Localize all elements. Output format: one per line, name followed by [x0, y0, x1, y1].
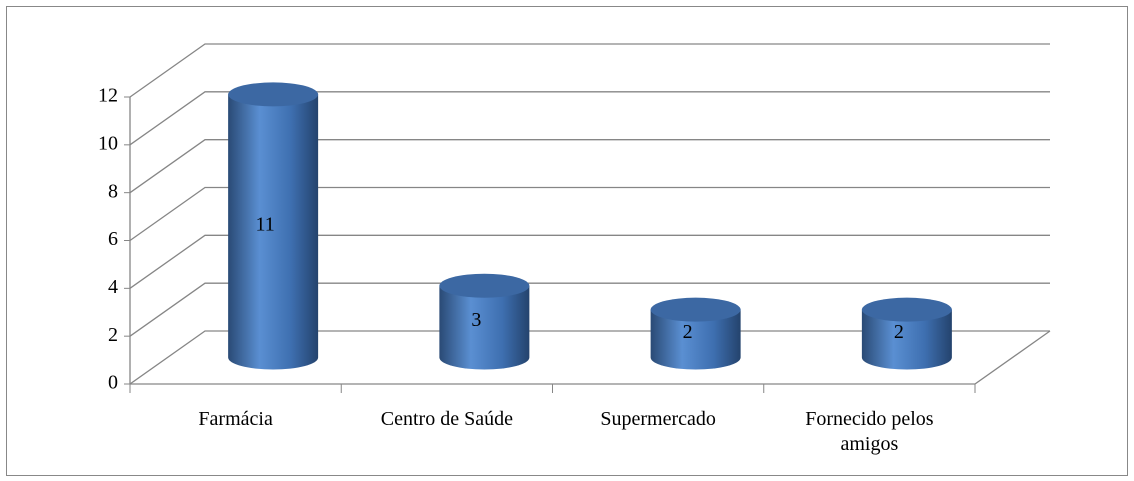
value-label: 3: [471, 309, 481, 331]
y-tick-label: 0: [108, 372, 118, 394]
bar: [861, 297, 952, 370]
x-tick-label: Fornecido pelos amigos: [805, 408, 934, 455]
x-tick-label: Centro de Saúde: [380, 408, 513, 430]
cylinder-top: [650, 297, 741, 322]
chart-border: [6, 6, 1128, 476]
cylinder-body: [650, 309, 741, 370]
value-label: 11: [255, 214, 274, 236]
cylinder-top: [861, 297, 952, 322]
y-tick-label: 10: [98, 132, 118, 154]
y-tick-label: 6: [108, 228, 118, 250]
grid-line: [129, 282, 1050, 337]
cylinder-top: [228, 82, 319, 107]
grid-line: [129, 234, 1050, 289]
bar: [228, 82, 319, 370]
value-label: 2: [683, 321, 693, 343]
grid-line: [129, 91, 1050, 146]
cylinder-body: [861, 309, 952, 370]
grid-line: [129, 43, 1050, 98]
grid-line: [129, 330, 1050, 385]
value-label: 2: [894, 321, 904, 343]
y-tick-label: 8: [108, 180, 118, 202]
bar: [650, 297, 741, 370]
y-tick-label: 2: [108, 324, 118, 346]
x-tick-label: Farmácia: [198, 408, 273, 430]
cylinder-top: [439, 273, 530, 298]
bar: [439, 273, 530, 370]
cylinder-body: [439, 285, 530, 370]
cylinder-body: [228, 94, 319, 370]
y-tick-label: 4: [108, 276, 118, 298]
grid-line: [129, 186, 1050, 242]
grid-line: [129, 139, 1050, 194]
y-tick-label: 12: [98, 85, 118, 107]
x-tick-label: Supermercado: [600, 408, 716, 430]
